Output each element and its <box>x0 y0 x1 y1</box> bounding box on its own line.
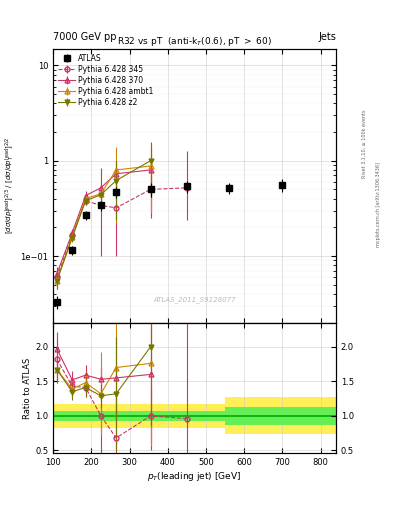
Text: mcplots.cern.ch [arXiv:1306.3436]: mcplots.cern.ch [arXiv:1306.3436] <box>376 162 380 247</box>
Y-axis label: Ratio to ATLAS: Ratio to ATLAS <box>23 357 32 418</box>
Title: R32 vs pT  (anti-k$_T$(0.6), pT $>$ 60): R32 vs pT (anti-k$_T$(0.6), pT $>$ 60) <box>117 35 272 49</box>
Text: ATLAS_2011_S9128077: ATLAS_2011_S9128077 <box>153 297 236 304</box>
X-axis label: $p_T$(leading jet) [GeV]: $p_T$(leading jet) [GeV] <box>147 470 242 483</box>
Legend: ATLAS, Pythia 6.428 345, Pythia 6.428 370, Pythia 6.428 ambt1, Pythia 6.428 z2: ATLAS, Pythia 6.428 345, Pythia 6.428 37… <box>57 52 155 108</box>
Y-axis label: $[d\sigma/dp_T^{\rm lead}]^{2/3}$ / $[d\sigma/dp_T^{\rm lead}]^{2/2}$: $[d\sigma/dp_T^{\rm lead}]^{2/3}$ / $[d\… <box>4 137 17 234</box>
Text: Rivet 3.1.10, ≥ 100k events: Rivet 3.1.10, ≥ 100k events <box>362 109 367 178</box>
Text: 7000 GeV pp: 7000 GeV pp <box>53 32 117 42</box>
Text: Jets: Jets <box>318 32 336 42</box>
